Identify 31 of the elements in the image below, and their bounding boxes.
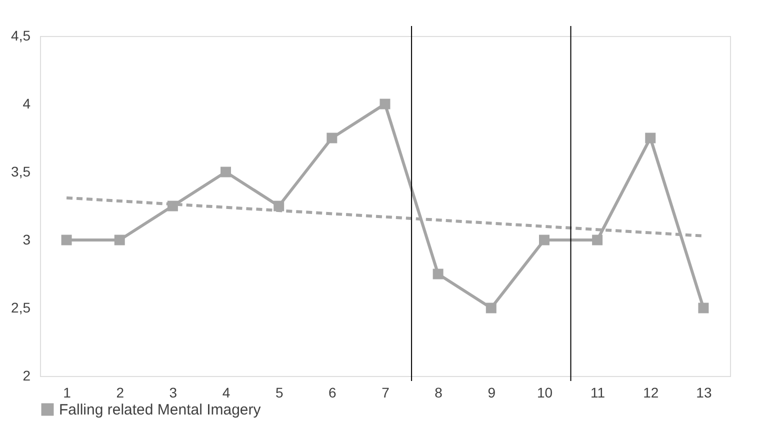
y-tick-label: 3,5: [11, 164, 31, 180]
y-tick-label: 2,5: [11, 300, 31, 316]
x-tick-label: 10: [536, 384, 553, 400]
x-tick-label: 9: [488, 384, 496, 400]
legend-label: Falling related Mental Imagery: [59, 402, 262, 418]
point: [114, 234, 125, 246]
y-tick-label: 4: [22, 96, 31, 112]
point: [538, 234, 550, 246]
y-tick-label: 2: [22, 368, 31, 384]
x-tick-label: 6: [328, 384, 337, 400]
point: [61, 234, 72, 246]
y-tick-label: 4,5: [11, 28, 31, 44]
x-tick-label: 5: [275, 384, 284, 400]
point: [592, 234, 603, 246]
point: [326, 132, 338, 144]
x-tick-label: 12: [643, 384, 659, 400]
y-tick-label: 3: [22, 232, 31, 248]
x-tick-label: 4: [222, 384, 230, 400]
point: [698, 302, 709, 314]
x-tick-label: 13: [696, 384, 712, 400]
point: [432, 268, 444, 280]
x-tick-label: 1: [63, 384, 72, 400]
x-tick-label: 2: [116, 384, 124, 400]
point: [645, 132, 656, 144]
point: [486, 302, 496, 314]
point: [380, 98, 390, 110]
x-tick-label: 7: [382, 384, 390, 400]
x-tick-label: 11: [590, 384, 606, 400]
point: [220, 166, 232, 178]
x-tick-label: 3: [169, 384, 178, 400]
x-tick-label: 8: [434, 384, 443, 400]
